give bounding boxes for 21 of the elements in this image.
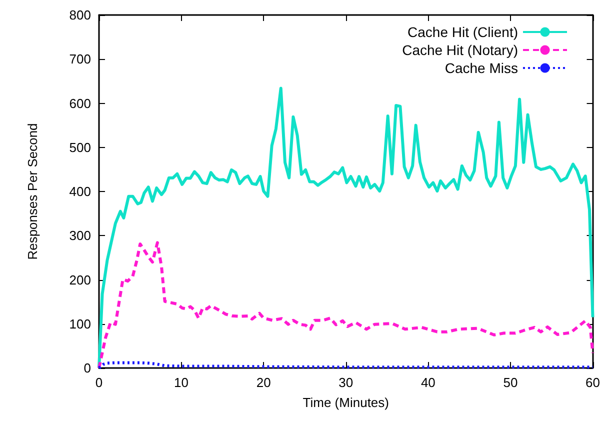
y-tick-label: 400 <box>69 184 91 199</box>
y-tick-label: 700 <box>69 52 91 67</box>
y-tick-label: 0 <box>84 360 91 376</box>
x-axis-title: Time (Minutes) <box>302 395 389 410</box>
x-tick-label: 0 <box>95 375 103 390</box>
legend-label: Cache Hit (Client) <box>408 24 518 40</box>
y-tick-label: 500 <box>69 140 91 155</box>
y-tick-label: 600 <box>69 96 91 111</box>
x-tick-label: 30 <box>338 375 354 390</box>
y-axis-title: Responses Per Second <box>25 123 40 260</box>
legend-label: Cache Miss <box>444 60 518 76</box>
y-tick-label: 800 <box>69 8 91 22</box>
y-tick-label: 200 <box>69 272 91 288</box>
x-tick-label: 20 <box>256 375 271 390</box>
x-tick-label: 10 <box>174 375 189 390</box>
legend-label: Cache Hit (Notary) <box>402 42 518 58</box>
x-tick-label: 50 <box>503 375 518 390</box>
y-tick-label: 100 <box>69 316 91 332</box>
x-tick-label: 60 <box>586 375 600 390</box>
x-tick-label: 40 <box>420 375 436 390</box>
y-tick-label: 300 <box>69 228 91 244</box>
